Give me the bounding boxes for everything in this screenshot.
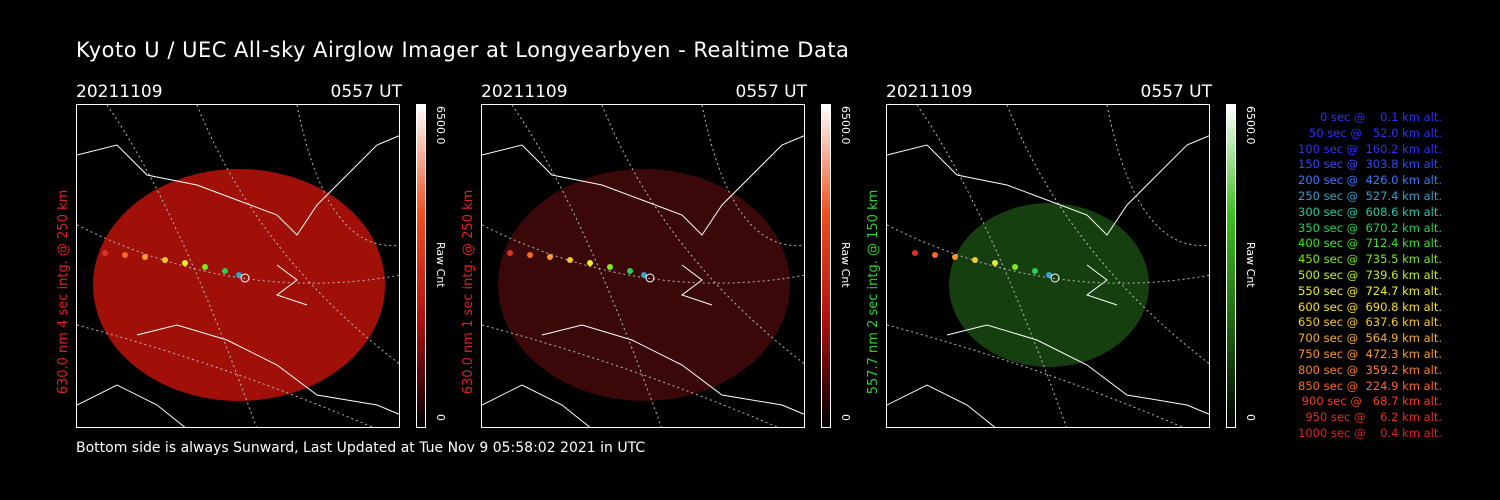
panel-time: 0557 UT (330, 82, 403, 102)
colorbar-max: 6500.0 (839, 106, 852, 145)
airglow-panel-2: 20211109 0557 UT (461, 82, 859, 432)
colorbar-min: 0 (1244, 414, 1257, 421)
legend-item: 50 sec @ 52.0 km alt. (1301, 125, 1442, 140)
trajectory-legend: 0 sec @ 0.1 km alt. 50 sec @ 52.0 km alt… (1262, 110, 1442, 442)
grid-lines (887, 105, 1209, 427)
colorbar-unit: Raw Cnt (434, 242, 447, 288)
panel-date: 20211109 (886, 82, 973, 102)
legend-item: 1000 sec @ 0.4 km alt. (1298, 425, 1442, 440)
legend-item: 450 sec @ 735.5 km alt. (1294, 252, 1442, 267)
allsky-image (481, 104, 805, 428)
legend-item: 550 sec @ 724.7 km alt. (1294, 283, 1442, 298)
panel-date: 20211109 (76, 82, 163, 102)
colorbar-max: 6500.0 (1244, 106, 1257, 145)
allsky-map (77, 105, 399, 427)
legend-item: 800 sec @ 359.2 km alt. (1294, 362, 1442, 377)
legend-item: 600 sec @ 690.8 km alt. (1294, 299, 1442, 314)
legend-item: 250 sec @ 527.4 km alt. (1294, 188, 1442, 203)
legend-item: 400 sec @ 712.4 km alt. (1294, 236, 1442, 251)
colorbar (821, 104, 831, 428)
panel-vertical-label: 557.7 nm 2 sec intg. @ 150 km (866, 189, 881, 395)
colorbar (1226, 104, 1236, 428)
legend-item: 900 sec @ 68.7 km alt. (1298, 394, 1442, 409)
airglow-panel-3: 20211109 0557 UT (866, 82, 1264, 432)
trajectory-dots (912, 250, 1060, 283)
grid-lines (482, 105, 804, 427)
legend-item: 500 sec @ 739.6 km alt. (1294, 267, 1442, 282)
allsky-map (482, 105, 804, 427)
airglow-panel-1: 20211109 0557 UT (56, 82, 454, 432)
footer-status: Bottom side is always Sunward, Last Upda… (76, 440, 646, 456)
legend-item: 950 sec @ 6.2 km alt. (1301, 410, 1442, 425)
airglow-glow (949, 203, 1149, 367)
allsky-image (886, 104, 1210, 428)
coastline-lines (77, 135, 399, 427)
legend-item: 850 sec @ 224.9 km alt. (1294, 378, 1442, 393)
legend-item: 200 sec @ 426.0 km alt. (1294, 173, 1442, 188)
panel-time: 0557 UT (1140, 82, 1213, 102)
legend-item: 100 sec @ 160.2 km alt. (1294, 141, 1442, 156)
colorbar-max: 6500.0 (434, 106, 447, 145)
airglow-glow (93, 169, 385, 401)
allsky-image (76, 104, 400, 428)
panel-date: 20211109 (481, 82, 568, 102)
coastline-lines (887, 135, 1209, 427)
trajectory-dots (507, 250, 655, 283)
airglow-glow (498, 169, 790, 401)
colorbar-min: 0 (434, 414, 447, 421)
legend-item: 350 sec @ 670.2 km alt. (1294, 220, 1442, 235)
grid-lines (77, 105, 399, 427)
panel-time: 0557 UT (735, 82, 808, 102)
colorbar-unit: Raw Cnt (1244, 242, 1257, 288)
panel-vertical-label: 630.0 nm 4 sec intg. @ 250 km (56, 189, 71, 395)
colorbar-unit: Raw Cnt (839, 242, 852, 288)
legend-item: 150 sec @ 303.8 km alt. (1294, 157, 1442, 172)
legend-item: 0 sec @ 0.1 km alt. (1309, 110, 1442, 124)
legend-item: 700 sec @ 564.9 km alt. (1294, 331, 1442, 346)
page-title: Kyoto U / UEC All-sky Airglow Imager at … (76, 38, 850, 62)
legend-item: 650 sec @ 637.6 km alt. (1294, 315, 1442, 330)
coastline-lines (482, 135, 804, 427)
panel-vertical-label: 630.0 nm 1 sec intg. @ 250 km (461, 189, 476, 395)
trajectory-dots (102, 250, 250, 283)
colorbar (416, 104, 426, 428)
colorbar-min: 0 (839, 414, 852, 421)
legend-item: 750 sec @ 472.3 km alt. (1294, 346, 1442, 361)
allsky-map (887, 105, 1209, 427)
legend-item: 300 sec @ 608.6 km alt. (1294, 204, 1442, 219)
